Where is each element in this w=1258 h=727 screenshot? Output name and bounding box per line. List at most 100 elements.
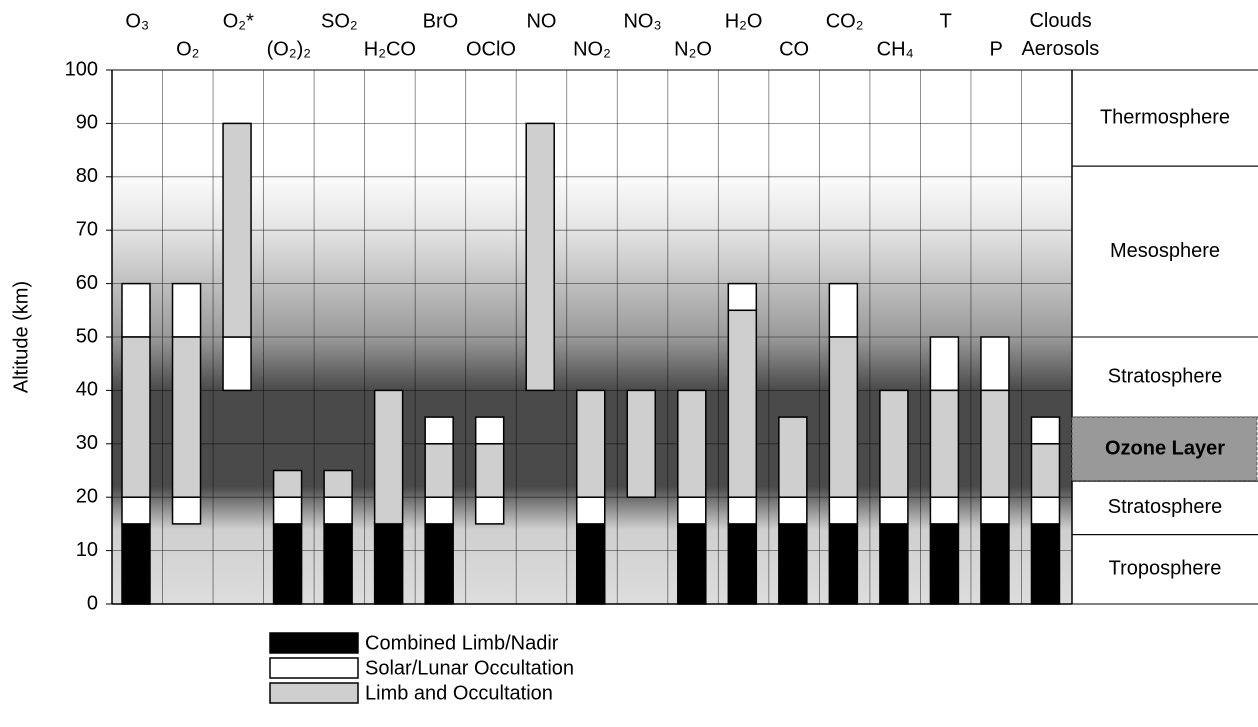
bar-segment	[778, 523, 808, 605]
bar-segment	[424, 523, 454, 605]
bar-segment	[929, 496, 960, 525]
bar-segment	[929, 336, 960, 392]
bar-segment	[171, 336, 202, 498]
category-label: O₂*	[223, 10, 254, 32]
layer-label: Thermosphere	[1100, 106, 1230, 128]
y-tick-label: 0	[87, 592, 98, 614]
bar-segment	[980, 336, 1010, 392]
category-label: O₂	[176, 38, 199, 60]
category-label: O₃	[125, 10, 149, 32]
bar-segment	[171, 496, 202, 525]
bar-segment	[879, 523, 909, 605]
bar-segment	[171, 282, 202, 338]
bar-segment	[323, 496, 353, 525]
bar-segment	[121, 523, 151, 605]
bar-segment	[575, 496, 606, 525]
layer: Stratosphere	[1072, 480, 1258, 536]
bar-segment	[1030, 523, 1061, 605]
y-tick-label: 30	[76, 432, 98, 454]
bar-segment	[424, 443, 454, 498]
y-tick-label: 40	[76, 379, 98, 401]
layer: Stratosphere	[1072, 336, 1258, 418]
layer-label: Stratosphere	[1108, 496, 1223, 518]
y-axis-label: Altitude (km)	[10, 281, 32, 393]
bar-segment	[677, 496, 707, 525]
legend-swatch	[269, 682, 359, 704]
bar-segment	[323, 469, 353, 498]
layer-label: Mesosphere	[1110, 240, 1220, 262]
bar-segment	[575, 523, 606, 605]
bar-segment	[828, 336, 859, 498]
layer-label: Ozone Layer	[1105, 437, 1225, 459]
bar-segment	[575, 389, 606, 498]
bar-segment	[121, 336, 151, 498]
bar-segment	[778, 416, 808, 498]
category-label: BrO	[423, 10, 459, 32]
y-tick-label: 20	[76, 485, 98, 507]
bar-segment	[525, 122, 555, 392]
bar-segment	[474, 496, 505, 525]
bar-segment	[222, 336, 252, 392]
y-tick-label: 10	[76, 539, 98, 561]
category-label-line: Aerosols	[1021, 38, 1099, 60]
bar-segment	[1030, 416, 1061, 445]
bar-segment	[727, 309, 758, 498]
bar-segment	[424, 496, 454, 525]
bar-segment	[879, 496, 909, 525]
legend-label: Solar/Lunar Occultation	[365, 657, 574, 679]
bar-segment	[272, 523, 303, 605]
bar-segment	[1030, 496, 1061, 525]
bar-segment	[980, 523, 1010, 605]
bar-segment	[474, 416, 505, 445]
bar-segment	[727, 496, 758, 525]
bar-segment	[727, 282, 758, 312]
bar-segment	[828, 282, 859, 338]
bar-segment	[1030, 443, 1061, 498]
category-label: T	[940, 10, 952, 32]
y-tick-label: 80	[76, 165, 98, 187]
bar-segment	[323, 523, 353, 605]
bar-segment	[980, 496, 1010, 525]
legend-label: Combined Limb/Nadir	[365, 632, 559, 654]
layer: Thermosphere	[1072, 69, 1258, 167]
category-label-line: Clouds	[1029, 10, 1097, 32]
bar-segment	[424, 416, 454, 445]
bar-segment	[677, 389, 707, 498]
category-label: OClO	[466, 38, 516, 60]
bar-segment	[121, 496, 151, 525]
bar-segment	[778, 496, 808, 525]
category-label: NO₃	[623, 10, 661, 32]
y-tick-label: 90	[76, 112, 98, 134]
bar-segment	[828, 523, 859, 605]
category-label: CH₄	[877, 38, 914, 60]
legend-label: Limb and Occultation	[365, 682, 553, 704]
bar-segment	[121, 282, 151, 338]
bar-segment	[828, 496, 859, 525]
bar-segment	[272, 496, 303, 525]
y-tick-label: 60	[76, 272, 98, 294]
bar-segment	[373, 523, 404, 605]
y-tick-label: 100	[65, 58, 98, 80]
category-label: SO₂	[321, 10, 358, 32]
bar-segment	[474, 443, 505, 498]
bar-segment	[222, 122, 252, 338]
layer-label: Troposphere	[1109, 558, 1222, 580]
bar-segment	[373, 389, 404, 525]
layer-label: Stratosphere	[1108, 365, 1223, 387]
layer: Ozone Layer	[1071, 416, 1258, 482]
category-label: (O₂)₂	[267, 38, 311, 60]
layer-band	[1071, 416, 1258, 482]
legend-swatch	[269, 657, 359, 679]
bar-segment	[929, 523, 960, 605]
category-label: CO₂	[826, 10, 864, 32]
bar-segment	[626, 389, 657, 498]
category-label: N₂O	[674, 38, 712, 60]
bar-segment	[879, 389, 909, 498]
bar-segment	[727, 523, 758, 605]
category-label: Clouds Aerosols	[1021, 10, 1099, 60]
bar-segment	[980, 389, 1010, 498]
bar-segment	[929, 389, 960, 498]
layer: Troposphere	[1072, 534, 1258, 605]
legend-swatch	[269, 632, 359, 654]
